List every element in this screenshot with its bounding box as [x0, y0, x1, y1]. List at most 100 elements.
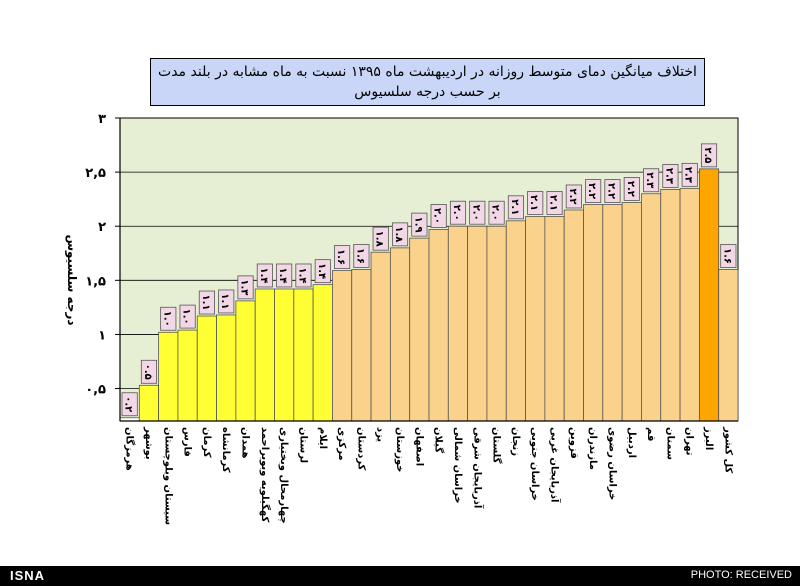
y-tick-label: ۰,۵: [85, 383, 106, 398]
bar: [409, 237, 430, 422]
data-label: ۲.۳: [663, 168, 674, 184]
bar: [351, 269, 372, 422]
x-tick-label: فارس: [182, 427, 193, 457]
x-tick-label: کرمانشاه: [220, 427, 231, 473]
data-label-box: [527, 191, 544, 215]
bar: [138, 384, 160, 422]
data-label-box: [507, 195, 524, 220]
chart-title-line2: بر حسب درجه سلسیوس: [354, 84, 501, 100]
bar: [563, 209, 584, 422]
bar: [602, 204, 623, 422]
data-label-box: [546, 191, 563, 215]
bar: [525, 216, 546, 422]
x-tick-label: قم: [645, 427, 656, 441]
y-tick-label: ۱,۵: [85, 274, 106, 289]
x-tick-label: سمنان: [664, 427, 675, 460]
data-label-box: [565, 184, 582, 209]
data-label-box: [256, 263, 273, 288]
data-label-box: [662, 164, 679, 188]
data-label: ۲.۱: [528, 195, 539, 211]
data-label-box: [237, 275, 254, 300]
data-label-box: [160, 306, 177, 331]
data-label: ۲.۲: [605, 183, 616, 199]
data-label: ۱.۴: [277, 267, 288, 283]
footer-bar: ISNA PHOTO: RECEIVED: [0, 566, 800, 586]
x-tick-label: زنجان: [510, 427, 521, 456]
data-label-box: [604, 179, 621, 203]
bar: [389, 247, 411, 422]
bar: [274, 288, 295, 422]
x-tick-label: مازندران: [587, 427, 598, 470]
data-label-box: [391, 222, 409, 247]
isna-logo: ISNA: [10, 568, 46, 583]
bar: [641, 193, 662, 422]
data-label-box: [218, 289, 235, 314]
x-tick-label: اردبیل: [626, 427, 637, 458]
data-label-box: [276, 263, 293, 288]
bar-chart: ۰,۵ ۱ ۱,۵ ۲ ۲,۵ ۳ ۰.۲ هرمزگان ۰.۵ بوشهر ۱.۰ سیستان …: [85, 112, 739, 525]
data-label-box: [372, 226, 389, 251]
bar: [332, 270, 353, 422]
x-tick-label: گلستان: [491, 427, 504, 464]
data-label-box: [295, 263, 312, 288]
y-tick-label: ۳: [98, 112, 106, 127]
x-tick-label: چهارمحال وبختیاری: [278, 427, 289, 524]
data-label: ۲.۱: [548, 195, 559, 211]
data-label-box: [681, 162, 698, 187]
data-label: ۲.۱: [509, 199, 520, 215]
x-tick-label: بوشهر: [143, 426, 154, 460]
y-tick-label: ۲,۵: [85, 166, 106, 181]
data-label: ۱.۴: [316, 263, 327, 279]
data-label: ۱.۸: [393, 226, 404, 242]
data-label: ۱.۰: [181, 309, 192, 325]
bar: [486, 225, 507, 422]
x-tick-label: کردستان: [355, 427, 366, 471]
data-label-box: [198, 290, 215, 315]
data-label: ۲.۲: [586, 183, 597, 199]
y-tick-label: ۱: [98, 328, 106, 343]
data-label-box: [411, 212, 428, 237]
bar: [177, 329, 198, 422]
x-tick-label: تهران: [684, 427, 695, 456]
photo-credit: PHOTO: RECEIVED: [690, 569, 792, 581]
y-tick-label: ۲: [98, 220, 106, 235]
data-label: ۱.۰: [161, 311, 172, 327]
data-label: ۰.۵: [142, 364, 153, 380]
x-tick-label: هرمزگان: [124, 427, 137, 471]
bar: [447, 225, 469, 422]
data-label: ۲.۳: [683, 167, 694, 183]
x-tick-label: آذربایجان غربی: [549, 427, 562, 503]
data-label: ۱.۱: [219, 293, 230, 309]
data-label: ۲.۰: [470, 205, 481, 221]
data-label: ۲.۰: [451, 205, 462, 221]
data-label: ۰.۲: [123, 396, 134, 412]
bar: [621, 202, 642, 422]
data-label-box: [353, 244, 370, 268]
data-label: ۱.۶: [335, 249, 346, 265]
data-label: ۱.۹: [412, 217, 423, 233]
data-label: ۲.۵: [702, 147, 713, 163]
x-tick-label: همدان: [240, 427, 251, 458]
data-label: ۱.۳: [239, 279, 250, 295]
data-label-box: [488, 200, 505, 225]
chart-title: اختلاف میانگین دمای متوسط روزانه در اردی…: [150, 58, 705, 106]
x-tick-label: آذربایجان شرقی: [471, 427, 484, 509]
data-label-box: [314, 259, 331, 284]
bar: [235, 300, 256, 422]
bar: [293, 288, 314, 422]
x-tick-label: لرستان: [297, 427, 308, 463]
data-label-box: [623, 177, 640, 201]
x-tick-label: خوزستان: [394, 427, 405, 472]
x-tick-label: خراسان جنوبی: [529, 427, 540, 501]
data-label-box: [179, 304, 196, 329]
bar: [544, 216, 565, 422]
chart-title-line1: اختلاف میانگین دمای متوسط روزانه در اردی…: [158, 64, 697, 80]
x-tick-label: کل کشور: [722, 426, 733, 473]
data-label-box: [140, 359, 158, 384]
x-tick-label: گیلان: [433, 427, 446, 453]
data-label: ۲.۰: [490, 205, 501, 221]
data-label-box: [449, 200, 467, 225]
x-tick-label: سیستان وبلوچستان: [162, 427, 173, 525]
bar: [679, 187, 700, 422]
bar: [428, 229, 449, 422]
